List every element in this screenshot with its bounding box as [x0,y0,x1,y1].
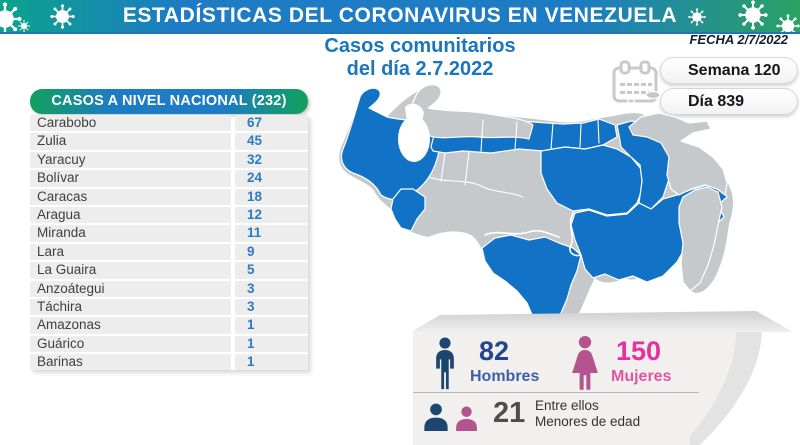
small-female-icon [456,406,477,431]
case-count: 67 [235,115,308,132]
map-state-falcon [408,85,534,140]
case-count: 12 [235,206,308,224]
venezuela-map [339,85,733,334]
table-row: Miranda 11 [30,225,308,242]
map-lake-maracaibo [398,116,430,162]
divider [413,392,699,393]
minors-count: 21 [493,397,526,429]
map-states-east-cluster [628,112,728,196]
case-count: 24 [235,170,308,187]
map-state-guarico [540,144,644,216]
map-state-zulia [340,87,440,201]
state-name: Carabobo [30,115,231,132]
map-region-esequibo [678,186,723,292]
map-state-borders [428,119,600,198]
case-count: 3 [235,280,308,297]
week-badge: Semana 120 [660,57,798,84]
map-state-tachira [390,188,426,232]
table-row: Lara 9 [30,243,308,261]
small-male-icon [424,403,448,431]
table-row: Aragua 12 [30,206,308,224]
case-count: 32 [235,151,308,169]
table-row: Caracas 18 [30,188,308,205]
state-name: Caracas [30,188,231,205]
page-title-line2: del día 2.7.2022 [346,58,494,80]
case-count: 5 [235,262,308,279]
minors-label-line1: Entre ellos [535,398,599,413]
state-name: Zulia [30,133,231,150]
table-row: Anzoátegui 3 [30,280,308,297]
female-icon [572,336,598,390]
map-orinoco-river [484,212,582,257]
cases-table-header: CASOS A NIVEL NACIONAL (232) [30,89,308,114]
case-count: 1 [235,335,308,353]
state-name: Táchira [30,298,231,316]
case-count: 18 [235,188,308,205]
case-count: 45 [235,133,308,150]
state-name: Anzoátegui [30,280,231,297]
male-icon [436,337,454,390]
state-name: Amazonas [30,317,231,334]
state-name: Miranda [30,225,231,242]
state-name: Lara [30,243,231,261]
state-name: Barinas [30,354,231,371]
case-count: 11 [235,225,308,242]
state-name: Aragua [30,206,231,224]
day-badge: Día 839 [660,88,798,115]
case-count: 1 [235,317,308,334]
map-island-small [626,98,636,104]
women-count: 150 [616,336,662,366]
women-label: Mujeres [611,368,672,385]
case-count: 1 [235,354,308,371]
page-curl-decoration [690,332,800,445]
case-count: 3 [235,298,308,316]
table-row: Carabobo 67 [30,115,308,132]
banner-title: ESTADÍSTICAS DEL CORONAVIRUS EN VENEZUEL… [122,4,678,27]
table-row: Barinas 1 [30,354,308,371]
men-count: 82 [479,336,510,366]
map-state-amazonas [481,234,582,330]
table-row: Bolívar 24 [30,170,308,187]
table-row: La Guaira 5 [30,262,308,279]
state-name: La Guaira [30,262,231,279]
virus-icon [688,8,706,26]
table-row: Guárico 1 [30,335,308,353]
table-row: Táchira 3 [30,298,308,316]
date-label: FECHA 2/7/2022 [689,32,788,47]
state-name: Yaracuy [30,151,231,169]
map-island-margarita [645,90,661,100]
state-name: Guárico [30,335,231,353]
week-badge-label: Semana 120 [688,62,781,79]
page-title-line1: Casos comunitarios [324,35,516,57]
banner: ESTADÍSTICAS DEL CORONAVIRUS EN VENEZUEL… [0,0,800,32]
minors-label-line2: Menores de edad [535,414,641,429]
minors-label: Entre ellos Menores de edad [535,398,640,430]
virus-icon [18,20,30,32]
men-label: Hombres [470,368,540,385]
virus-icon [738,0,768,30]
map-shadow-platform [411,311,793,332]
table-row: Amazonas 1 [30,317,308,334]
table-row: Yaracuy 32 [30,151,308,169]
banner-underline [0,32,800,34]
day-badge-label: Día 839 [688,93,745,110]
case-count: 9 [235,243,308,261]
page-title: Casos comunitarios del día 2.7.2022 [250,35,590,81]
state-name: Bolívar [30,170,231,187]
cases-table: CASOS A NIVEL NACIONAL (232) Carabobo 67 Z… [30,89,308,372]
cases-table-body: Carabobo 67 Zulia 45 Yaracuy 32 Bolívar 24 Carac… [30,115,308,371]
virus-icon [50,4,75,29]
table-row: Zulia 45 [30,133,308,150]
